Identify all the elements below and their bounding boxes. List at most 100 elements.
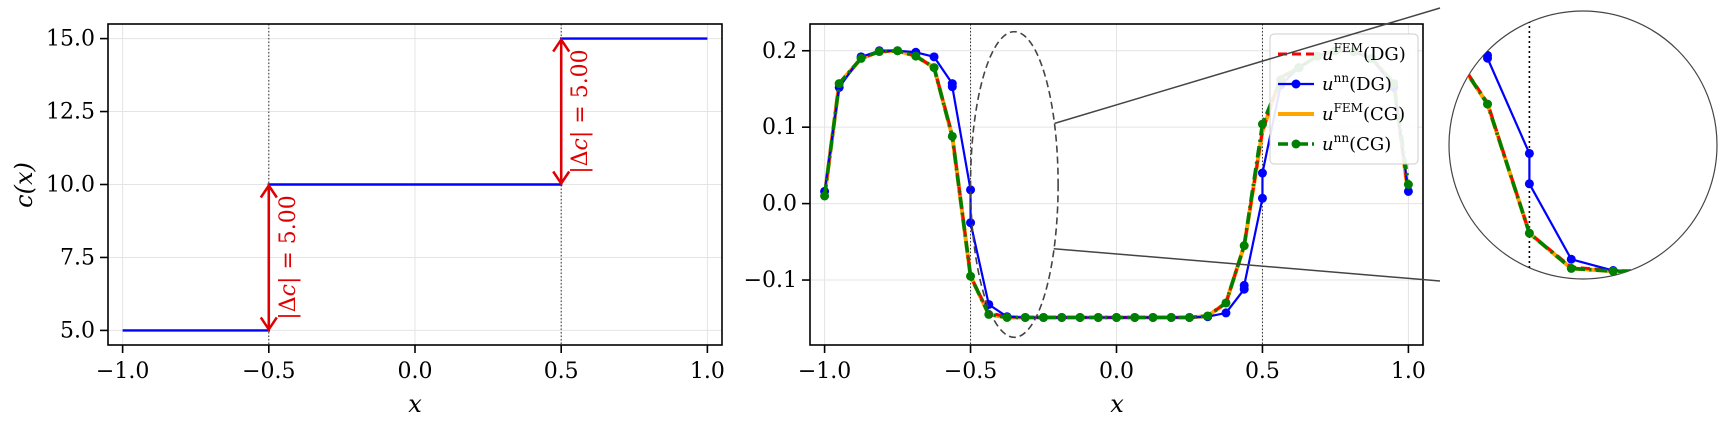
arrow-head [552,170,571,186]
series-point [947,131,957,141]
series-point [1239,241,1249,251]
series-point [1112,312,1121,322]
arrow-head [259,316,278,332]
series-point [1057,312,1067,322]
c-of-x-step-line [122,37,708,332]
legend-label-sup: nn [1334,71,1350,85]
zoom-connector-bottom [1053,247,1441,282]
x-tick-label: 0.5 [1245,359,1280,384]
series-point [1190,150,1199,159]
x-tick-label: 1.0 [1391,359,1426,384]
x-tick-label: −0.5 [944,359,997,384]
series-point [1449,26,1451,36]
series-point [1608,266,1618,276]
series-point [1650,266,1660,276]
legend-label: uFEM(CG) [1322,101,1405,125]
legend-label-sup: FEM [1334,41,1363,55]
legend-label: unn(CG) [1322,131,1391,155]
series-point [947,82,957,92]
x-tick-label: 1.0 [690,359,725,384]
series-point [1566,263,1576,273]
series-point [1566,254,1576,264]
x-tick-label: 0.5 [544,359,579,384]
series-point [911,51,921,61]
legend-box [1269,33,1419,165]
legend-marker [1291,79,1301,89]
series-point [1257,168,1267,178]
series-point [1039,312,1049,322]
y-tick-label: 0.2 [762,39,797,64]
series-point [929,52,939,62]
zoom-inset-border [1448,10,1718,280]
series-point [1483,53,1493,63]
right-discontinuity-lines [970,24,1263,345]
legend-marker [1291,139,1301,149]
zoom-indicator [969,7,1441,339]
y-tick-label: 5.0 [60,318,95,343]
jump-label: |Δc| = 5.00 [568,49,593,173]
series-point [1650,266,1660,276]
legend-label-arg: (DG) [1363,44,1406,65]
legend-label-arg: (DG) [1349,74,1392,95]
y-tick-label: 15.0 [46,27,95,52]
series-point [1692,266,1702,276]
series-point [929,63,939,73]
series-point [1403,180,1413,189]
legend-label-var: u [1322,134,1334,155]
series-point [1148,312,1158,322]
series-point [1093,312,1103,322]
y-tick-label: 0.1 [762,115,797,140]
legend-label-var: u [1322,44,1334,65]
x-tick-label: −0.5 [242,359,295,384]
y-tick-label: 7.5 [60,245,95,270]
left-y-ticks: 5.0 7.5 10.0 12.5 15.0 [46,27,108,343]
series-point [1449,36,1451,46]
jump-label-prefix: |Δ [276,296,301,319]
series-point [1257,119,1267,129]
series-point [1203,311,1213,321]
jump-label: |Δc| = 5.00 [276,195,301,319]
right-legend: uFEM(DG)unn(DG)uFEM(CG)unn(CG) [1269,33,1419,165]
left-panel-c-of-x: |Δc| = 5.00|Δc| = 5.00 −1.0 −0.5 0.0 0.5 1.0… [10,23,725,418]
left-x-ticks: −1.0 −0.5 0.0 0.5 1.0 [96,345,725,384]
series-point [1357,21,1366,30]
x-tick-label: −1.0 [96,359,149,384]
series-point [874,47,884,57]
right-x-label: x [1110,390,1124,418]
y-tick-label: 10.0 [46,173,95,198]
series-point [966,218,976,228]
series-point [1190,155,1199,164]
series-point [966,271,976,281]
series-point [1223,54,1232,63]
left-series [122,37,708,332]
arrow-head [552,37,571,53]
x-tick-label: −1.0 [798,359,851,384]
right-x-ticks: −1.0 −0.5 0.0 0.5 1.0 [798,345,1426,384]
legend-label-sup: nn [1334,131,1350,145]
series-point [1357,21,1366,30]
series-point [1692,266,1702,276]
series-point [834,79,844,89]
series-point [966,185,976,195]
series-point [1316,21,1325,30]
zoom-ellipse [969,30,1059,339]
legend-label-var: u [1322,74,1334,95]
series-point [1524,179,1534,189]
series-point [1399,26,1408,35]
jump-label-var: c [568,138,593,150]
jump-label-suffix: | = 5.00 [568,49,593,138]
y-tick-label: 0.0 [762,192,797,217]
series-point [1184,312,1194,322]
y-tick-label: 12.5 [46,100,95,125]
jump-label-var: c [276,284,301,296]
series-point [1221,308,1231,318]
series-point [1002,312,1012,322]
right-panel-solution: −1.0 −0.5 0.0 0.5 1.0 −0.10.00.10.2 x uFEM(D… [744,23,1426,418]
series-point [1524,228,1534,238]
left-y-label: c(x) [10,162,38,208]
series-point [856,53,866,63]
series-point [1403,186,1413,196]
series-point [1223,51,1232,60]
zoom-connector-top [1054,7,1441,125]
series-point [1166,312,1176,322]
